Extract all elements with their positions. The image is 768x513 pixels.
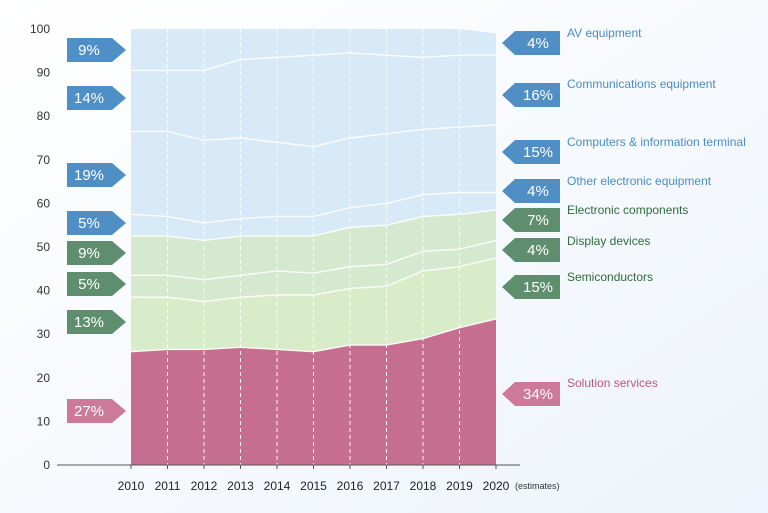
y-tick-label-10: 10 xyxy=(37,414,51,428)
y-tick-label-0: 0 xyxy=(43,458,50,472)
legend-label-electronic-components: Electronic components xyxy=(567,203,688,217)
end-badge-solution-services xyxy=(502,382,560,406)
y-tick-label-50: 50 xyxy=(37,240,51,254)
x-tick-label-2014: 2014 xyxy=(264,479,291,493)
end-badge-value-communications-equipment: 16% xyxy=(523,87,553,104)
y-tick-label-40: 40 xyxy=(37,284,51,298)
y-tick-label-90: 90 xyxy=(37,66,51,80)
legend-label-display-devices: Display devices xyxy=(567,234,650,248)
start-badge-value-semiconductors: 13% xyxy=(74,314,104,331)
start-badge-other-electronic-equipment xyxy=(67,211,126,235)
end-badge-semiconductors xyxy=(502,275,560,299)
boundary-display-devices xyxy=(131,239,497,281)
end-badge-value-other-electronic-equipment: 4% xyxy=(527,183,549,200)
x-tick-label-2010: 2010 xyxy=(118,479,145,493)
end-badge-av-equipment xyxy=(502,31,560,55)
legend-label-solution-services: Solution services xyxy=(567,376,658,390)
x-tick-labels: 2010 2011 2012 2013 2014 2015 2016 2017 2018 2019… xyxy=(118,479,560,493)
start-badge-value-av-equipment: 9% xyxy=(78,42,100,59)
boundary-communications-equipment xyxy=(131,52,496,72)
end-badge-value-solution-services: 34% xyxy=(523,386,553,403)
series-legend: Solution services Semiconductors Display d… xyxy=(567,26,746,390)
x-tick-label-2017: 2017 xyxy=(373,479,400,493)
end-percent-badges: 34% 15% 4% 7% 4% 15% 16% 4% xyxy=(502,31,560,406)
boundary-other-electronic-equipment xyxy=(130,191,496,224)
x-tick-label-2011: 2011 xyxy=(155,479,181,493)
y-tick-label-20: 20 xyxy=(37,371,51,385)
y-tick-label-60: 60 xyxy=(37,196,51,210)
x-axis-note: (estimates) xyxy=(515,481,560,491)
start-badge-value-computers-information-terminal: 19% xyxy=(74,167,104,184)
legend-label-av-equipment: AV equipment xyxy=(567,26,642,40)
boundary-electronic-components xyxy=(131,209,497,242)
end-badge-value-electronic-components: 7% xyxy=(527,212,549,229)
end-badge-value-computers-information-terminal: 15% xyxy=(523,144,553,161)
start-badge-solution-services xyxy=(67,399,126,423)
legend-label-other-electronic-equipment: Other electronic equipment xyxy=(567,174,712,188)
end-badge-communications-equipment xyxy=(502,83,560,107)
y-tick-label-30: 30 xyxy=(37,327,51,341)
start-badge-value-display-devices: 5% xyxy=(78,276,100,293)
start-badge-value-electronic-components: 9% xyxy=(78,245,100,262)
boundary-semiconductors xyxy=(131,257,497,303)
legend-label-semiconductors: Semiconductors xyxy=(567,270,653,284)
x-tick-label-2018: 2018 xyxy=(410,479,437,493)
end-badge-electronic-components xyxy=(502,208,560,232)
x-tick-label-2013: 2013 xyxy=(227,479,254,493)
area-solution-services xyxy=(131,318,496,465)
end-badge-computers-information-terminal xyxy=(502,140,560,164)
x-tick-label-2012: 2012 xyxy=(191,479,218,493)
start-badge-value-other-electronic-equipment: 5% xyxy=(78,215,100,232)
start-percent-badges: 27% 13% 5% 9% 5% 19% 14% 9% xyxy=(67,38,126,423)
start-badge-av-equipment xyxy=(67,38,126,62)
y-tick-label-70: 70 xyxy=(37,153,51,167)
vertical-gridlines xyxy=(167,29,460,465)
legend-label-computers-information-terminal: Computers & information terminal xyxy=(567,135,746,149)
x-tick-label-2016: 2016 xyxy=(337,479,364,493)
end-badge-other-electronic-equipment xyxy=(502,179,560,203)
start-badge-electronic-components xyxy=(67,241,126,265)
end-badge-value-semiconductors: 15% xyxy=(523,279,553,296)
end-badge-display-devices xyxy=(502,238,560,262)
legend-label-communications-equipment: Communications equipment xyxy=(567,77,716,91)
start-badge-value-solution-services: 27% xyxy=(74,403,104,420)
area-av-equipment xyxy=(131,29,496,71)
x-tick-label-2015: 2015 xyxy=(300,479,327,493)
start-badge-computers-information-terminal xyxy=(67,163,126,187)
boundary-computers-information-terminal xyxy=(131,124,497,148)
start-badge-semiconductors xyxy=(67,310,126,334)
start-badge-value-communications-equipment: 14% xyxy=(74,90,104,107)
end-badge-value-display-devices: 4% xyxy=(527,242,549,259)
end-badge-value-av-equipment: 4% xyxy=(527,35,549,52)
area-electronic-components xyxy=(131,209,496,280)
y-tick-labels: 0 10 20 30 40 50 60 70 80 90 100 xyxy=(30,22,50,472)
axes xyxy=(57,464,520,469)
start-badge-communications-equipment xyxy=(67,86,126,110)
area-display-devices xyxy=(131,240,496,302)
x-tick-label-2019: 2019 xyxy=(446,479,473,493)
y-tick-label-100: 100 xyxy=(30,22,50,36)
start-badge-display-devices xyxy=(67,272,126,296)
x-tick-label-2020: 2020 xyxy=(483,479,510,493)
y-tick-label-80: 80 xyxy=(37,109,51,123)
